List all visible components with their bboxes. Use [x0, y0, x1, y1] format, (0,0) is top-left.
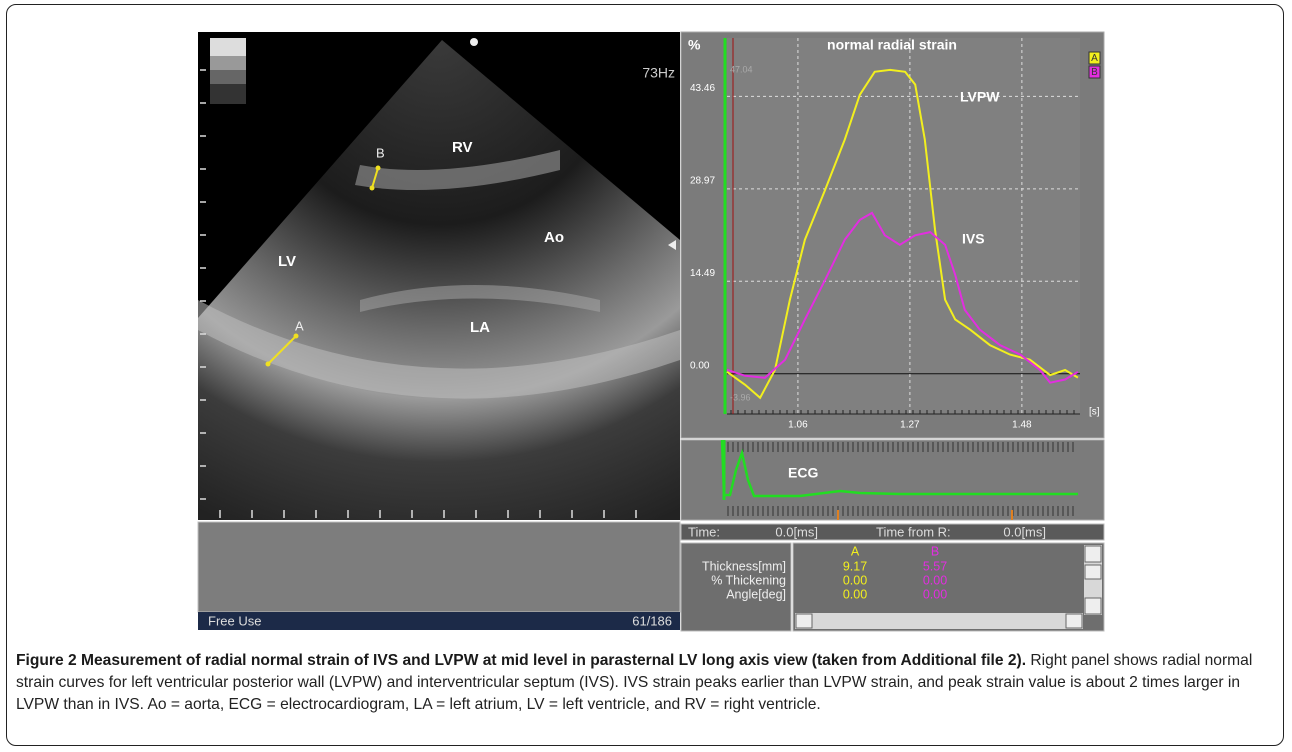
frame-counter: 61/186	[632, 613, 672, 628]
y-unit: %	[688, 37, 701, 53]
x-unit: [s]	[1089, 407, 1100, 418]
caliper-point	[294, 334, 299, 339]
scroll-thumb[interactable]	[1085, 565, 1101, 579]
table-cell: 0.00	[843, 587, 867, 601]
frame-rate: 73Hz	[642, 65, 675, 81]
probe-marker	[470, 38, 478, 46]
status-bar	[198, 612, 680, 630]
time-label: Time:	[688, 524, 720, 539]
table-header: A	[851, 544, 860, 558]
y-tick-label: 43.46	[690, 83, 715, 94]
label-a: A	[295, 318, 304, 333]
gray-scale	[210, 70, 246, 84]
status-text: Free Use	[208, 613, 261, 628]
info-panel	[198, 522, 680, 612]
table-cell: 0.00	[923, 573, 947, 587]
from-r-value: 0.0[ms]	[1003, 524, 1046, 539]
table-cell: 9.17	[843, 559, 867, 573]
row-label: Angle[deg]	[726, 587, 786, 601]
curve-label: LVPW	[960, 89, 1000, 105]
max-label: 47.04	[730, 64, 753, 74]
y-tick-label: 28.97	[690, 175, 715, 186]
legend-entry: B	[1091, 67, 1098, 78]
x-tick-label: 1.48	[1012, 420, 1032, 431]
scroll-left[interactable]	[796, 614, 812, 628]
y-tick-label: 14.49	[690, 268, 715, 279]
x-tick-label: 1.27	[900, 420, 920, 431]
caption: Figure 2 Measurement of radial normal st…	[16, 650, 1278, 716]
table-cell: 0.00	[843, 573, 867, 587]
label-b: B	[376, 145, 385, 160]
table-cell: 5.57	[923, 559, 947, 573]
caliper-point	[376, 166, 381, 171]
label-rv: RV	[452, 139, 473, 156]
x-tick-label: 1.06	[788, 420, 808, 431]
caliper-point	[266, 362, 271, 367]
label-la: LA	[470, 319, 490, 336]
gray-scale	[210, 56, 246, 70]
curve-label: IVS	[962, 231, 985, 247]
gray-scale	[210, 38, 246, 56]
caliper-point	[370, 186, 375, 191]
caption-title: Figure 2 Measurement of radial normal st…	[16, 652, 1026, 669]
label-ao: Ao	[544, 229, 564, 246]
scroll-right[interactable]	[1066, 614, 1082, 628]
y-tick-label: 0.00	[690, 360, 710, 371]
from-r-label: Time from R:	[876, 524, 951, 539]
scroll-up[interactable]	[1085, 546, 1101, 562]
page: RV LV Ao LA A B 73Hz Free Use 61/186 0.0…	[0, 0, 1292, 752]
row-label: Thickness[mm]	[702, 559, 786, 573]
time-value: 0.0[ms]	[775, 524, 818, 539]
label-lv: LV	[278, 253, 296, 270]
ecg-label: ECG	[788, 465, 818, 481]
scrollbar-h[interactable]	[795, 613, 1083, 629]
legend-entry: A	[1091, 53, 1098, 64]
min-label: -3.96	[730, 392, 751, 402]
chart-title: normal radial strain	[827, 37, 957, 53]
figure: RV LV Ao LA A B 73Hz Free Use 61/186 0.0…	[0, 0, 1292, 640]
table-header: B	[931, 544, 939, 558]
scroll-down[interactable]	[1085, 598, 1101, 614]
gray-scale	[210, 84, 246, 104]
plot-area	[727, 38, 1080, 414]
table-cell: 0.00	[923, 587, 947, 601]
row-label: % Thickening	[711, 573, 786, 587]
